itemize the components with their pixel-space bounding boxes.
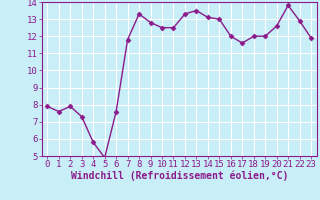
X-axis label: Windchill (Refroidissement éolien,°C): Windchill (Refroidissement éolien,°C) [70,171,288,181]
